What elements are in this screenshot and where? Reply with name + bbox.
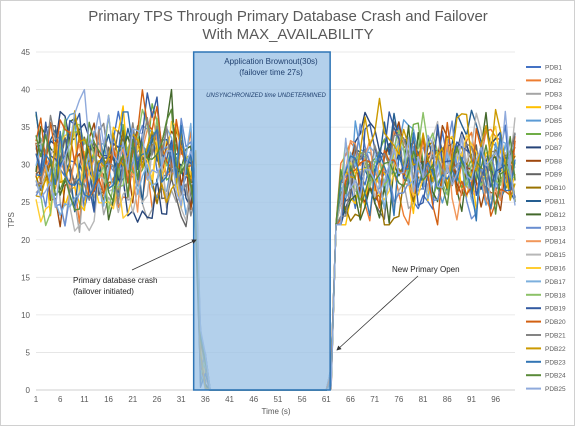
legend-item: PDB21	[526, 333, 566, 340]
legend-item: PDB14	[526, 239, 566, 246]
brownout-subtitle: (failover time 27s)	[239, 68, 303, 77]
x-tick-label: 6	[58, 395, 63, 404]
new-primary-arrow	[336, 275, 419, 351]
legend-item: PDB5	[526, 118, 562, 125]
legend-label: PDB25	[545, 386, 566, 393]
legend-item: PDB8	[526, 158, 562, 165]
x-tick-label: 16	[104, 395, 113, 404]
x-tick-label: 56	[298, 395, 307, 404]
x-tick-label: 26	[153, 395, 162, 404]
new-primary-annotation: New Primary Open	[392, 265, 460, 274]
x-axis-ticks: 1 6 11 16 21 26 31 36 41 46 51 56 61 66 71 76 81 86 91 96	[34, 395, 501, 404]
legend-label: PDB6	[545, 132, 562, 139]
legend-item: PDB20	[526, 319, 566, 326]
x-tick-label: 91	[467, 395, 476, 404]
legend-label: PDB11	[545, 199, 565, 206]
legend-label: PDB17	[545, 279, 566, 286]
x-tick-label: 61	[322, 395, 331, 404]
x-tick-label: 1	[34, 395, 39, 404]
legend-label: PDB20	[545, 319, 566, 326]
legend-item: PDB1	[526, 65, 562, 72]
legend-item: PDB17	[526, 279, 566, 286]
legend-item: PDB11	[526, 199, 565, 206]
y-tick-label: 40	[21, 86, 30, 95]
legend-item: PDB7	[526, 145, 562, 152]
legend-item: PDB9	[526, 172, 562, 179]
x-tick-label: 81	[419, 395, 428, 404]
legend-label: PDB10	[545, 185, 566, 192]
legend-label: PDB16	[545, 266, 566, 273]
legend-item: PDB4	[526, 105, 562, 112]
x-tick-label: 41	[225, 395, 234, 404]
y-tick-label: 5	[26, 348, 31, 357]
legend-label: PDB19	[545, 306, 566, 313]
legend-label: PDB21	[545, 333, 566, 340]
legend-item: PDB12	[526, 212, 566, 219]
legend-item: PDB18	[526, 292, 566, 299]
legend-item: PDB15	[526, 252, 566, 259]
y-tick-label: 15	[21, 273, 30, 282]
legend-label: PDB5	[545, 118, 562, 125]
y-tick-label: 10	[21, 311, 30, 320]
legend-label: PDB22	[545, 346, 566, 353]
legend-item: PDB10	[526, 185, 566, 192]
legend-label: PDB13	[545, 225, 566, 232]
x-tick-label: 71	[370, 395, 379, 404]
legend-label: PDB1	[545, 65, 562, 72]
legend-item: PDB19	[526, 306, 566, 313]
x-tick-label: 36	[201, 395, 210, 404]
x-tick-label: 21	[128, 395, 137, 404]
chart-title-line-1: Primary TPS Through Primary Database Cra…	[88, 8, 488, 25]
legend-item: PDB16	[526, 266, 566, 273]
legend-label: PDB18	[545, 292, 566, 299]
y-tick-label: 20	[21, 236, 30, 245]
legend-label: PDB23	[545, 359, 566, 366]
x-axis-label: Time (s)	[261, 407, 290, 416]
legend-label: PDB24	[545, 373, 566, 380]
y-axis-ticks: 0 5 10 15 20 25 30 35 40 45	[21, 48, 30, 395]
legend-label: PDB2	[545, 78, 562, 85]
x-tick-label: 11	[80, 395, 89, 404]
legend-item: PDB22	[526, 346, 566, 353]
legend: PDB1 PDB2 PDB3 PDB4 PDB5 PDB6 PDB7 PDB8 PDB9 PDB1…	[526, 65, 566, 393]
legend-item: PDB23	[526, 359, 566, 366]
brownout-title: Application Brownout(30s)	[224, 57, 318, 66]
legend-item: PDB6	[526, 132, 562, 139]
y-tick-label: 30	[21, 161, 30, 170]
y-tick-label: 35	[21, 123, 30, 132]
y-axis-label: TPS	[7, 212, 16, 228]
legend-item: PDB2	[526, 78, 562, 85]
x-tick-label: 76	[394, 395, 403, 404]
legend-label: PDB9	[545, 172, 562, 179]
chart-title-line-2: With MAX_AVAILABILITY	[202, 26, 373, 43]
x-tick-label: 96	[491, 395, 500, 404]
brownout-region	[192, 51, 331, 391]
brownout-note: UNSYNCHRONIZED time UNDETERMINED	[206, 93, 326, 99]
legend-item: PDB24	[526, 373, 566, 380]
legend-label: PDB8	[545, 158, 562, 165]
legend-label: PDB14	[545, 239, 566, 246]
crash-annotation-line-2: (failover initiated)	[73, 287, 134, 296]
legend-label: PDB15	[545, 252, 566, 259]
crash-arrow	[131, 239, 197, 271]
legend-label: PDB7	[545, 145, 562, 152]
legend-item: PDB13	[526, 225, 566, 232]
y-tick-label: 25	[21, 198, 30, 207]
legend-label: PDB12	[545, 212, 566, 219]
x-tick-label: 31	[177, 395, 186, 404]
x-tick-label: 51	[273, 395, 282, 404]
x-tick-label: 86	[443, 395, 452, 404]
y-tick-label: 45	[21, 48, 30, 57]
legend-label: PDB3	[545, 91, 562, 98]
x-tick-label: 46	[249, 395, 258, 404]
y-tick-label: 0	[26, 386, 31, 395]
legend-item: PDB25	[526, 386, 566, 393]
legend-item: PDB3	[526, 91, 562, 98]
x-tick-label: 66	[346, 395, 355, 404]
legend-label: PDB4	[545, 105, 562, 112]
crash-annotation-line-1: Primary database crash	[73, 276, 157, 285]
